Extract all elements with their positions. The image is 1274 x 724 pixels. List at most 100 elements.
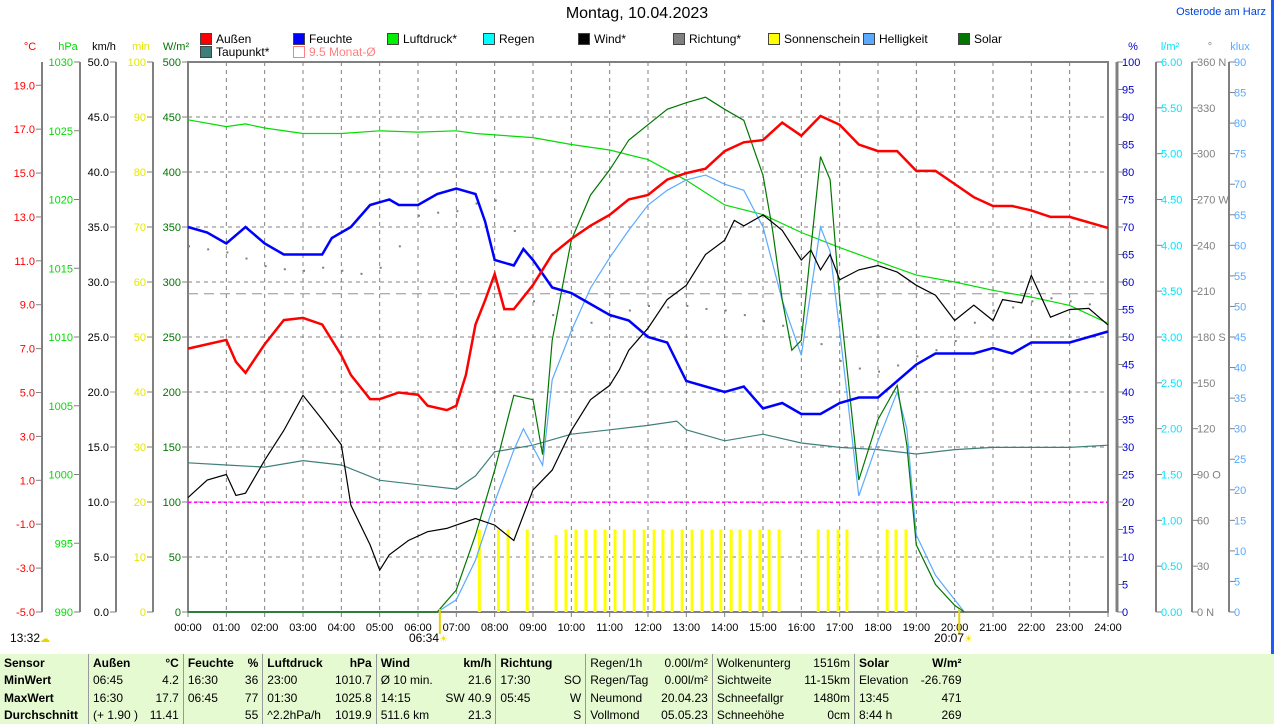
axis-label-lux: 55	[1234, 271, 1246, 283]
legend-item: Wind*	[578, 32, 626, 46]
axis-label-sun: 40	[134, 387, 146, 399]
axis-label-sun: 50	[134, 332, 146, 344]
stats-cell-aussen-t: (+ 1.90 )	[88, 706, 145, 724]
x-tick-label: 02:00	[251, 622, 279, 634]
axis-label-rain: 1.00	[1161, 515, 1182, 527]
station-name[interactable]: Osterode am Harz	[1176, 6, 1266, 18]
axis-label-lux: 15	[1234, 515, 1246, 527]
axis-label-hum: 25	[1122, 470, 1134, 482]
header-luftdruck: Luftdruck	[262, 654, 330, 672]
axis-label-hum: 85	[1122, 140, 1134, 152]
direction-point	[590, 321, 593, 324]
x-tick-label: 06:00	[404, 622, 432, 634]
stats-cell-extra2-l: Sichtweite	[711, 671, 798, 689]
sunshine-bar	[748, 529, 752, 612]
stats-cell-solar-l: 8:44 h	[853, 706, 915, 724]
legend-item: Regen	[483, 32, 534, 46]
axis-label-hum: 50	[1122, 332, 1134, 344]
sunshine-bar	[564, 529, 568, 612]
axis-label-lux: 50	[1234, 301, 1246, 313]
sunshine-bar	[738, 529, 742, 612]
stats-cell-feuchte-v: 77	[244, 690, 259, 705]
window-edge	[1271, 0, 1274, 724]
axis-label-temp: 9.0	[20, 300, 35, 312]
sunrise-marker: 06:34☀	[409, 631, 448, 645]
stats-cell-druck-v: 1010.7	[335, 673, 372, 688]
sunshine-bar	[690, 529, 694, 612]
legend-label: Wind*	[594, 32, 627, 46]
legend-item: Sonnenschein	[768, 32, 860, 46]
axis-unit-hum: %	[1128, 41, 1138, 53]
direction-point	[1050, 297, 1053, 300]
axis-label-rain: 2.50	[1161, 378, 1182, 390]
axis-label-rain: 3.00	[1161, 332, 1182, 344]
stats-cell-extra2-l: Schneefallgr	[711, 689, 798, 707]
axis-label-press: 1025	[49, 126, 73, 138]
cloud-base-label: Wolkenunterg	[711, 654, 798, 672]
stats-cell-extra1-v: 0.00l/m²	[664, 673, 708, 688]
axis-label-dir: 60	[1197, 515, 1209, 527]
sunshine-bar	[777, 529, 781, 612]
header-solar: Solar	[853, 654, 915, 672]
axis-label-press: 1010	[49, 332, 73, 344]
axis-label-rain: 0.00	[1161, 607, 1182, 619]
stats-cell-wind-v: 21.6	[468, 673, 492, 688]
chart-svg: 00:00 01:00 02:00 03:00 04:00 05:00 06:00 07:00…	[14, 41, 1250, 634]
axis-label-sun: 0	[140, 607, 146, 619]
x-tick-label: 23:00	[1056, 622, 1084, 634]
x-tick-label: 12:00	[634, 622, 662, 634]
axis-label-wind: 15.0	[88, 442, 109, 454]
direction-point	[303, 269, 305, 272]
direction-point	[839, 359, 842, 362]
x-tick-label: 04:00	[328, 622, 356, 634]
axis-label-rain: 5.00	[1161, 149, 1182, 161]
axis-label-solar: 400	[163, 167, 181, 179]
axis-label-solar: 500	[163, 57, 181, 69]
direction-point	[283, 268, 286, 271]
sunshine-bar	[826, 529, 830, 612]
axis-label-hum: 75	[1122, 195, 1134, 207]
stats-cell-feuchte-t: 16:30	[182, 671, 241, 689]
direction-point	[1012, 306, 1015, 309]
direction-point	[609, 315, 612, 318]
stats-cell-extra2-l: Schneehöhe	[711, 706, 798, 724]
axis-label-wind: 10.0	[88, 497, 109, 509]
sunset-marker: 20:07☀	[934, 631, 973, 645]
direction-point	[207, 248, 210, 251]
axis-label-sun: 10	[134, 552, 146, 564]
stats-table: Sensor Außen °C Feuchte % Luftdruck hPa …	[0, 654, 1274, 724]
x-tick-label: 22:00	[1018, 622, 1046, 634]
x-tick-label: 14:00	[711, 622, 739, 634]
legend-swatch	[863, 33, 875, 45]
sunshine-bar	[710, 529, 714, 612]
sunshine-bar	[652, 529, 656, 612]
legend-swatch	[387, 33, 399, 45]
legend-label: Außen	[216, 32, 252, 46]
rain-1h-label: Regen/1h	[585, 654, 655, 672]
sunshine-bar	[700, 529, 704, 612]
axis-label-hum: 65	[1122, 250, 1134, 262]
axis-label-lux: 45	[1234, 332, 1246, 344]
stats-cell-wind-v: SW 40.9	[445, 690, 492, 705]
sunshine-bar	[554, 535, 558, 612]
direction-point	[513, 230, 516, 233]
axis-label-wind: 45.0	[88, 112, 109, 124]
axis-label-temp: 15.0	[14, 168, 35, 180]
legend-label: Regen	[499, 32, 535, 46]
sunshine-bar	[767, 529, 771, 612]
stats-cell-extra1-l: Vollmond	[585, 706, 655, 724]
series-line-solar	[188, 96, 965, 613]
header-aussen-unit: °C	[165, 655, 179, 670]
series-line-feuchte	[187, 187, 1109, 416]
stats-cell-solar-v: 269	[941, 708, 962, 723]
stats-cell-extra1-v: 20.04.23	[661, 690, 708, 705]
axis-unit-lux: klux	[1230, 41, 1250, 53]
axis-label-rain: 3.50	[1161, 286, 1182, 298]
series-line-wind	[187, 214, 1109, 572]
direction-point	[245, 257, 248, 260]
axis-label-lux: 90	[1234, 57, 1246, 69]
axis-label-solar: 250	[163, 332, 181, 344]
x-tick-label: 13:00	[673, 622, 701, 634]
axis-unit-press: hPa	[58, 41, 78, 53]
direction-point	[552, 314, 555, 317]
